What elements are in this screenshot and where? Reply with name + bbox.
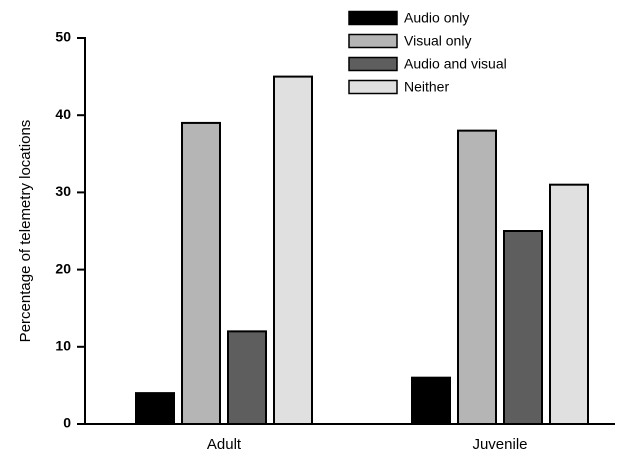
legend-label: Audio only — [404, 10, 469, 26]
legend: Audio only Visual only Audio and visual Nei… — [348, 10, 507, 95]
bar-neither-adult — [273, 75, 313, 425]
legend-label: Visual only — [404, 33, 471, 49]
bar-neither-juvenile — [549, 183, 589, 425]
legend-swatch — [348, 10, 398, 26]
legend-swatch — [348, 33, 398, 49]
x-category-label: Juvenile — [472, 436, 527, 453]
y-tick-label: 0 — [63, 415, 71, 431]
x-axis-labels: Adult Juvenile — [207, 436, 528, 453]
legend-label: Neither — [404, 79, 449, 95]
bar-audio-only-juvenile — [411, 376, 451, 425]
legend-swatch — [348, 56, 398, 72]
bar-audio-and-visual-juvenile — [503, 230, 543, 425]
y-tick-label: 40 — [55, 106, 71, 122]
legend-swatch — [348, 79, 398, 95]
y-tick-label: 50 — [55, 29, 71, 45]
y-axis-ticks: 0 10 20 30 40 50 — [55, 29, 85, 431]
bar-audio-only-adult — [135, 392, 175, 425]
bars — [135, 75, 589, 425]
y-tick-label: 30 — [55, 183, 71, 199]
y-tick-label: 10 — [55, 338, 71, 354]
y-axis-title: Percentage of telemetry locations — [17, 120, 34, 343]
legend-label: Audio and visual — [404, 56, 507, 72]
bar-audio-and-visual-adult — [227, 330, 267, 425]
bar-visual-only-juvenile — [457, 129, 497, 425]
x-category-label: Adult — [207, 436, 242, 453]
bar-visual-only-adult — [181, 121, 221, 425]
y-tick-label: 20 — [55, 260, 71, 276]
